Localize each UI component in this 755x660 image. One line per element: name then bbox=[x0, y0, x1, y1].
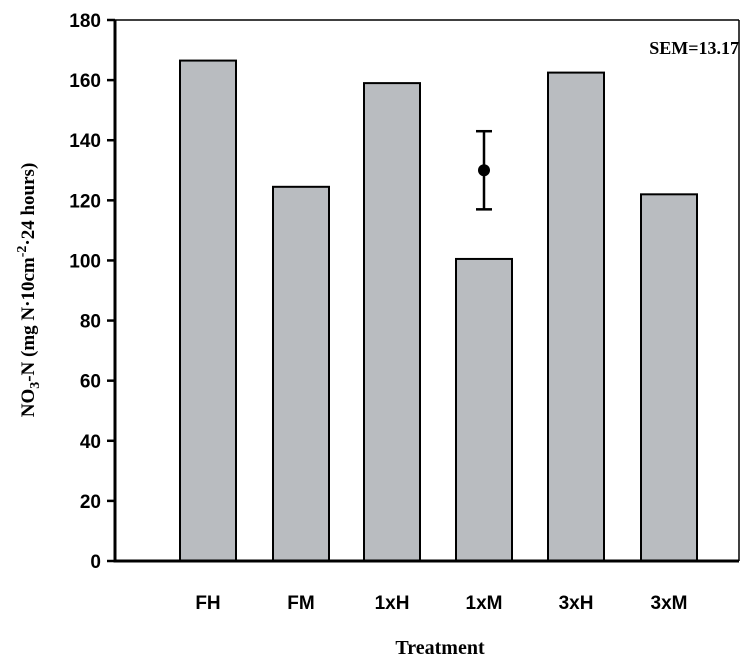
bar-3xM bbox=[640, 193, 698, 562]
y-tick-label: 120 bbox=[69, 191, 101, 212]
y-axis-title-subscript: 3 bbox=[28, 382, 43, 389]
x-tick-label-1xH: 1xH bbox=[375, 593, 410, 614]
bar-FM bbox=[272, 185, 330, 563]
bar-3xH bbox=[547, 71, 605, 562]
y-axis-title-suffix: ·24 hours) bbox=[18, 163, 39, 246]
y-tick-label: 0 bbox=[90, 552, 101, 573]
y-axis-title-prefix: NO bbox=[18, 389, 39, 418]
y-tick-label: 60 bbox=[80, 372, 101, 393]
sem-annotation: SEM=13.17 bbox=[649, 38, 739, 58]
x-tick-label-FM: FM bbox=[287, 593, 314, 614]
y-tick-label: 180 bbox=[69, 11, 101, 32]
x-tick-label-1xM: 1xM bbox=[466, 593, 503, 614]
x-axis-ticks: FH FM 1xH 1xM 3xH 3xM bbox=[195, 593, 687, 614]
x-tick-label-FH: FH bbox=[195, 593, 220, 614]
bar-1xH bbox=[363, 82, 421, 562]
y-tick-label: 80 bbox=[80, 312, 101, 333]
y-axis-title-middle: -N (mg N·10cm bbox=[18, 257, 39, 382]
x-axis-title: Treatment bbox=[395, 637, 485, 659]
y-axis-ticks: 0 20 40 60 80 100 120 140 160 180 bbox=[69, 11, 115, 573]
x-tick-label-3xM: 3xM bbox=[651, 593, 688, 614]
y-axis-title: NO3-N (mg N·10cm-2·24 hours) bbox=[15, 163, 43, 418]
y-tick-label: 20 bbox=[80, 492, 101, 513]
bar-1xM bbox=[455, 257, 513, 562]
x-tick-label-3xH: 3xH bbox=[559, 593, 594, 614]
y-tick-label: 100 bbox=[69, 251, 101, 272]
error-bar-point bbox=[478, 164, 490, 177]
y-axis-title-superscript: -2 bbox=[15, 246, 30, 258]
error-bar bbox=[476, 129, 492, 211]
bar-FH bbox=[179, 59, 237, 562]
bars bbox=[179, 59, 698, 563]
y-tick-label: 40 bbox=[80, 432, 101, 453]
y-tick-label: 160 bbox=[69, 71, 101, 92]
y-tick-label: 140 bbox=[69, 131, 101, 152]
